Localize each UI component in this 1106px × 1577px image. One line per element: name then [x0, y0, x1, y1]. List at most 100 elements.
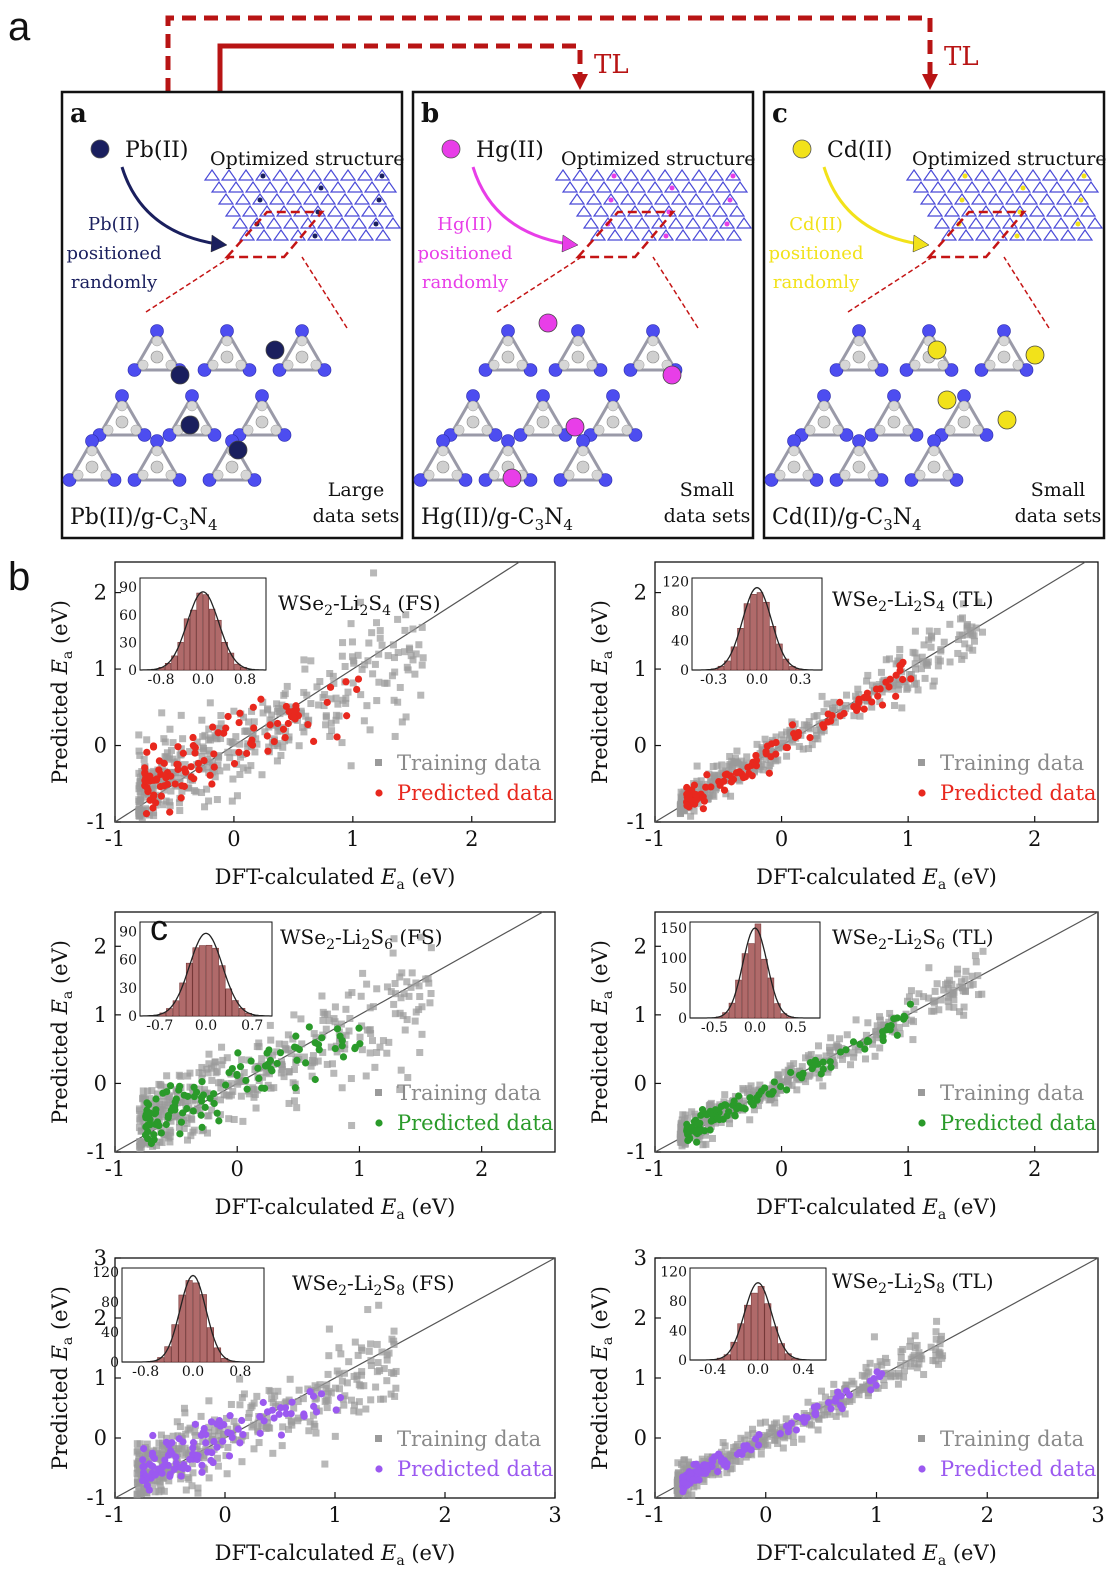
- training-point: [838, 1044, 846, 1052]
- training-point: [343, 1379, 351, 1387]
- predicted-point: [234, 1049, 242, 1057]
- predicted-point: [326, 683, 335, 691]
- inset-y-tick-label: 120: [662, 575, 689, 591]
- training-point: [793, 1086, 801, 1094]
- training-point: [954, 649, 962, 657]
- predicted-point: [162, 1120, 170, 1129]
- training-point: [297, 1015, 305, 1023]
- histogram-bar: [234, 663, 241, 671]
- predicted-series: [679, 1368, 886, 1496]
- predicted-point: [190, 775, 198, 783]
- training-point: [214, 761, 222, 769]
- training-point: [730, 1447, 738, 1455]
- chart-title: WSe2-Li2S6 (TL): [832, 925, 994, 953]
- y-tick-label: 3: [634, 1246, 647, 1270]
- training-point: [367, 1030, 375, 1038]
- training-point: [905, 993, 913, 1001]
- training-point: [222, 1414, 230, 1422]
- training-point: [134, 1447, 142, 1455]
- predicted-point: [198, 1461, 206, 1469]
- predicted-point: [343, 712, 351, 720]
- training-point: [700, 788, 708, 796]
- training-point: [729, 1452, 737, 1460]
- training-point: [224, 748, 232, 756]
- training-point: [153, 1090, 161, 1098]
- training-point: [799, 745, 807, 753]
- training-point: [373, 985, 381, 993]
- histogram-bar: [750, 1292, 758, 1361]
- training-point: [968, 972, 976, 980]
- training-point: [164, 1467, 172, 1475]
- training-point: [331, 1432, 339, 1440]
- training-point: [775, 1075, 783, 1083]
- structure-title: Optimized structure: [561, 148, 756, 170]
- training-point: [699, 1475, 707, 1483]
- legend-training-label: Training data: [397, 751, 541, 775]
- inset-x-tick-label: 0.8: [229, 1364, 251, 1380]
- predicted-point: [683, 801, 691, 810]
- training-point: [417, 691, 425, 699]
- training-point: [250, 1093, 258, 1101]
- training-point: [323, 1390, 331, 1398]
- training-point: [152, 1099, 160, 1107]
- training-point: [396, 973, 404, 981]
- predicted-point: [191, 749, 199, 757]
- training-point: [269, 1399, 277, 1407]
- predicted-point: [202, 1439, 210, 1447]
- training-point: [368, 1037, 376, 1045]
- inset-y-tick-label: 80: [669, 1294, 687, 1310]
- training-point: [927, 1343, 935, 1351]
- training-point: [385, 1038, 393, 1046]
- training-point: [367, 1357, 375, 1365]
- training-point: [198, 1070, 206, 1078]
- training-point: [230, 749, 238, 757]
- metal-ion-icon: [441, 139, 461, 159]
- training-point: [675, 1469, 683, 1477]
- training-point: [238, 1458, 246, 1466]
- histogram-bar: [748, 943, 755, 1019]
- predicted-point: [198, 1078, 206, 1086]
- predicted-point: [158, 1469, 166, 1477]
- inset-x-tick-label: -0.5: [701, 1020, 728, 1036]
- training-point: [387, 1369, 395, 1377]
- predicted-point: [887, 1021, 895, 1030]
- training-point: [892, 1372, 900, 1380]
- training-point: [909, 1036, 917, 1044]
- training-point: [182, 1486, 190, 1494]
- training-point: [347, 620, 355, 628]
- predicted-point: [740, 1446, 748, 1454]
- training-point: [766, 1095, 774, 1103]
- x-tick-label: 2: [1028, 827, 1041, 851]
- predicted-point: [288, 1398, 296, 1406]
- training-point: [267, 1387, 275, 1395]
- x-tick-label: -1: [105, 1157, 125, 1181]
- predicted-point: [172, 1459, 180, 1467]
- structure-letter: b: [421, 99, 439, 129]
- legend-predicted-marker: [375, 1465, 383, 1473]
- training-point: [156, 1478, 164, 1486]
- predicted-point: [207, 1418, 216, 1426]
- histogram-bar: [225, 988, 233, 1017]
- training-point: [166, 1138, 174, 1146]
- tl-label-b: TL: [594, 50, 629, 80]
- inset-x-tick-label: 0.0: [182, 1364, 204, 1380]
- training-point: [854, 685, 862, 693]
- predicted-series: [141, 1023, 364, 1148]
- training-point: [173, 1418, 181, 1426]
- histogram-bar: [196, 592, 203, 671]
- predicted-point: [138, 1476, 147, 1485]
- training-point: [348, 1121, 356, 1129]
- dataset-size-label: Large: [328, 479, 384, 501]
- metal-label: Hg(II): [476, 138, 544, 163]
- training-point: [972, 958, 980, 966]
- training-point: [285, 1067, 293, 1075]
- training-point: [182, 1430, 190, 1438]
- training-point: [177, 1072, 185, 1080]
- training-point: [929, 682, 937, 690]
- training-point: [697, 777, 705, 785]
- training-point: [167, 746, 175, 754]
- inset-y-tick-label: 120: [660, 1265, 687, 1281]
- training-point: [204, 1069, 212, 1077]
